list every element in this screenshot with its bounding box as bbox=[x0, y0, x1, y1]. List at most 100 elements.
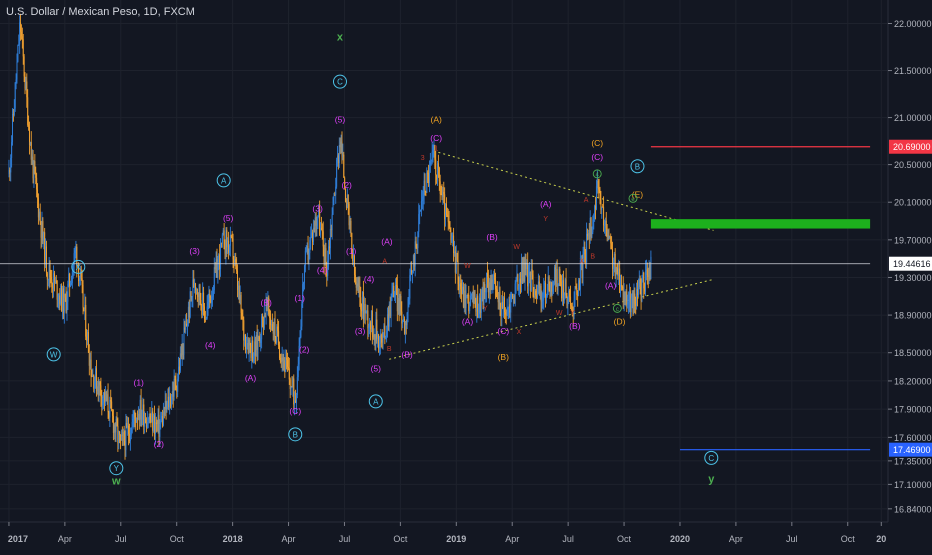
candle-body bbox=[496, 289, 498, 298]
candle-body bbox=[418, 214, 420, 232]
candle-body bbox=[242, 316, 244, 321]
candle-body bbox=[379, 335, 381, 344]
candle-body bbox=[597, 181, 599, 189]
candle-body bbox=[382, 332, 384, 343]
candle-body bbox=[634, 293, 636, 304]
candle-body bbox=[585, 254, 587, 263]
candle-body bbox=[327, 260, 329, 276]
subwave-label: A bbox=[584, 197, 589, 204]
candle-body bbox=[598, 188, 600, 190]
candle-body bbox=[147, 422, 149, 423]
candle-body bbox=[527, 263, 529, 287]
candle-body bbox=[49, 264, 51, 278]
candle-body bbox=[439, 181, 441, 194]
candle-body bbox=[491, 279, 493, 290]
candle-body bbox=[405, 321, 407, 326]
candle-body bbox=[36, 177, 38, 190]
time-tick-label: Apr bbox=[729, 534, 743, 544]
candle-body bbox=[362, 291, 364, 320]
candle-body bbox=[433, 145, 435, 151]
candle-body bbox=[516, 274, 518, 278]
candle-body bbox=[393, 285, 395, 298]
subwave-label: B bbox=[590, 254, 595, 261]
candle-body bbox=[326, 265, 328, 276]
candle-body bbox=[390, 298, 392, 317]
time-tick-label: Oct bbox=[617, 534, 632, 544]
candle-body bbox=[475, 297, 477, 312]
candle-body bbox=[271, 324, 273, 331]
candle-body bbox=[80, 272, 82, 279]
candle-body bbox=[179, 353, 181, 371]
candle-body bbox=[385, 335, 387, 340]
candle-body bbox=[412, 271, 414, 273]
candle-body bbox=[45, 246, 47, 265]
trendline[interactable] bbox=[438, 151, 714, 231]
candle-body bbox=[209, 294, 211, 298]
candle-body bbox=[307, 245, 309, 261]
candle-body bbox=[432, 150, 434, 152]
candle-body bbox=[178, 366, 180, 371]
candle-body bbox=[381, 338, 383, 343]
candle-body bbox=[342, 154, 344, 157]
candle-body bbox=[443, 191, 445, 195]
candle-body bbox=[538, 281, 540, 294]
candle-body bbox=[303, 265, 305, 283]
candle-body bbox=[159, 424, 161, 437]
candle-body bbox=[11, 142, 13, 159]
candle-body bbox=[272, 330, 274, 334]
candle-body bbox=[247, 342, 249, 354]
trendline[interactable] bbox=[389, 278, 714, 360]
candle-body bbox=[207, 302, 209, 307]
candle-body bbox=[232, 238, 234, 260]
candle-body bbox=[440, 193, 442, 195]
wave-label: (E) bbox=[632, 190, 644, 200]
candle-body bbox=[109, 399, 111, 418]
candle-body bbox=[312, 232, 314, 242]
price-tick-label: 20.50000 bbox=[894, 160, 932, 170]
wave-label: (1) bbox=[346, 246, 357, 256]
candle-body bbox=[629, 291, 631, 312]
candle-body bbox=[133, 412, 135, 419]
candle-body bbox=[244, 334, 246, 341]
candle-body bbox=[99, 381, 101, 386]
candle-body bbox=[367, 310, 369, 329]
price-tick-label: 17.35000 bbox=[894, 456, 932, 466]
target-zone[interactable] bbox=[650, 219, 871, 229]
candle-body bbox=[279, 358, 281, 359]
candle-body bbox=[151, 411, 153, 422]
candle-body bbox=[607, 235, 609, 237]
candle-body bbox=[237, 285, 239, 290]
candle-body bbox=[482, 288, 484, 306]
candle-body bbox=[214, 267, 216, 270]
candle-body bbox=[455, 253, 457, 273]
candle-body bbox=[192, 279, 194, 297]
candle-body bbox=[119, 431, 121, 435]
candle-body bbox=[171, 391, 173, 400]
candle-body bbox=[258, 337, 260, 339]
candle-body bbox=[200, 299, 202, 305]
candle-body bbox=[642, 272, 644, 283]
candle-body bbox=[336, 159, 338, 187]
candle-body bbox=[394, 293, 396, 298]
candle-body bbox=[492, 282, 494, 290]
subwave-label: X bbox=[579, 258, 584, 265]
candle-body bbox=[624, 292, 626, 302]
candle-body bbox=[555, 268, 557, 285]
candle-body bbox=[513, 295, 515, 304]
candle-body bbox=[630, 298, 632, 312]
candle-body bbox=[269, 314, 271, 319]
price-tag-label: 20.69000 bbox=[893, 142, 931, 152]
candle-body bbox=[12, 114, 14, 116]
candle-body bbox=[187, 306, 189, 324]
candle-body bbox=[614, 253, 616, 276]
candle-body bbox=[31, 156, 33, 160]
candle-body bbox=[470, 294, 472, 296]
candle-body bbox=[493, 274, 495, 283]
candle-body bbox=[340, 141, 342, 148]
wave-label: (C) bbox=[289, 406, 301, 416]
price-tag bbox=[889, 139, 932, 154]
candle-body bbox=[461, 289, 463, 295]
candle-body bbox=[478, 314, 480, 318]
